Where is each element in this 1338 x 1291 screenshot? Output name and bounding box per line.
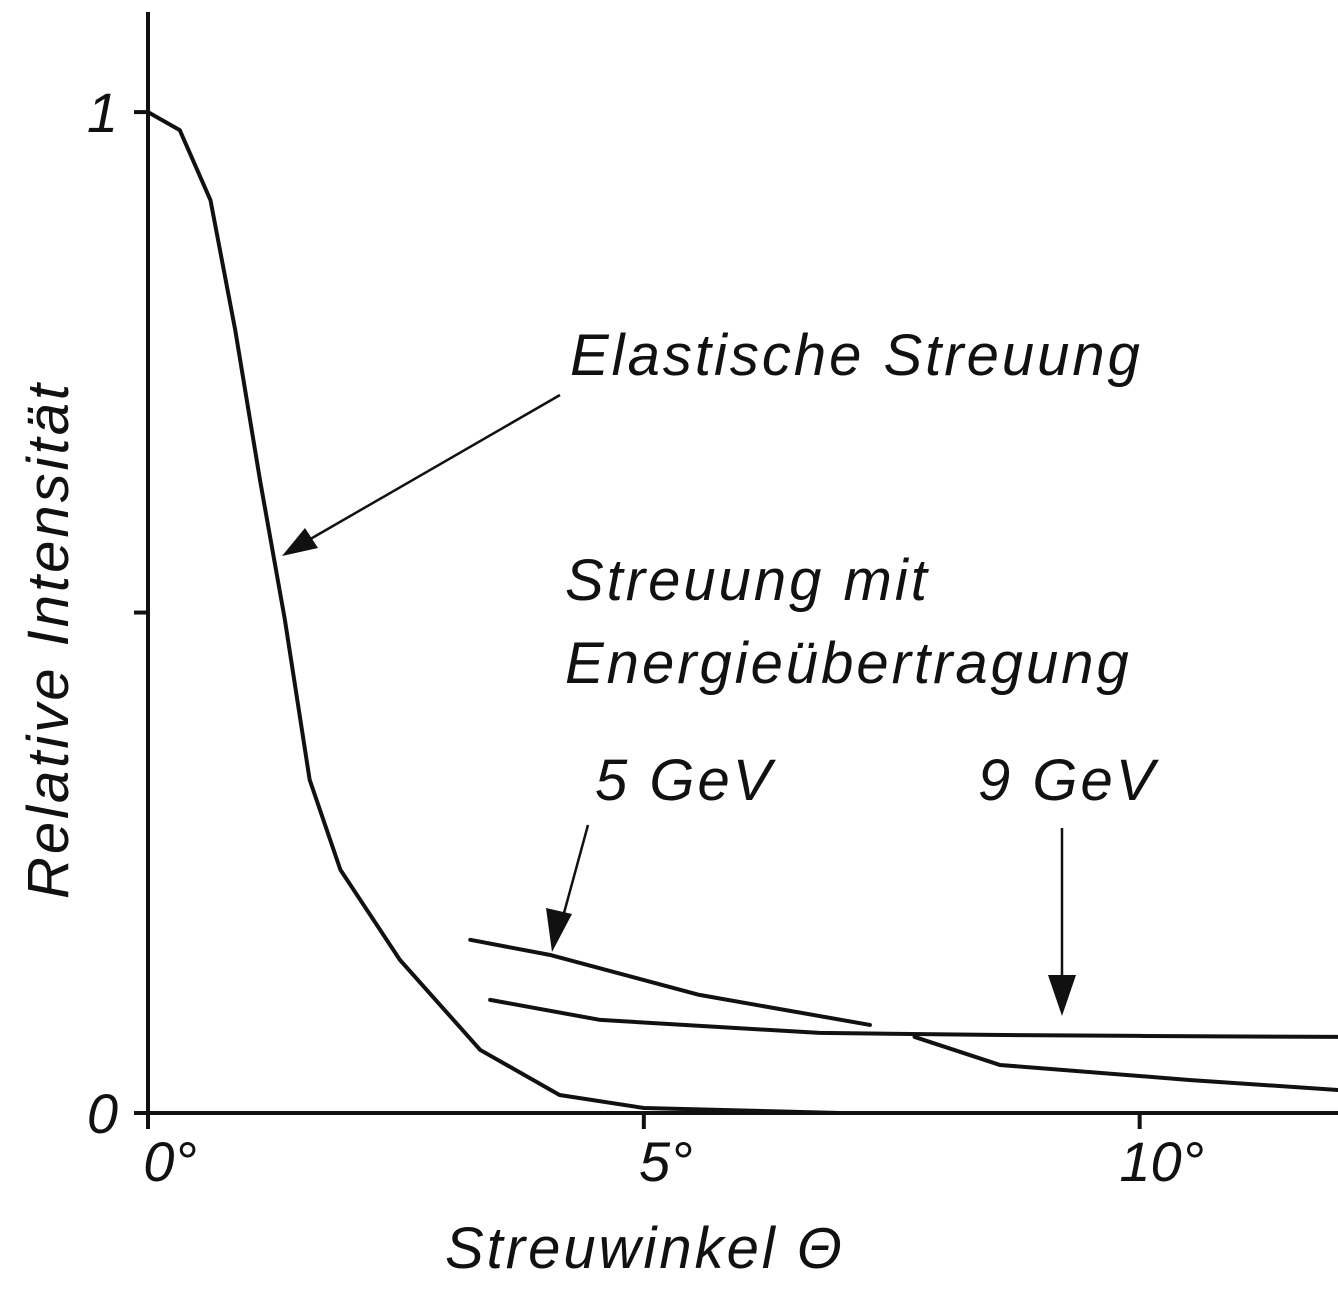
series-label: 9 GeV (978, 748, 1160, 813)
series-line (468, 937, 1338, 1092)
arrowhead (282, 528, 318, 556)
x-tick-label: 10° (1119, 1130, 1204, 1193)
x-tick-label: 5° (639, 1130, 693, 1193)
y-tick-label: 0 (87, 1082, 118, 1145)
annotation: Streuung mit (565, 548, 930, 613)
arrowhead (546, 908, 572, 952)
y-tick-label: 1 (87, 81, 118, 144)
y-axis-label: Relative Intensität (16, 381, 81, 899)
annotation: Energieübertragung (565, 631, 1132, 696)
series-line (488, 997, 1338, 1039)
arrow (299, 393, 561, 547)
x-tick-label: 0° (143, 1130, 197, 1193)
x-axis-label: Streuwinkel Θ (445, 1216, 845, 1281)
series-label: 5 GeV (595, 748, 777, 813)
arrows (282, 393, 1076, 1016)
series-label: Elastische Streuung (570, 323, 1143, 388)
arrowhead (1048, 975, 1076, 1016)
series-line (146, 110, 843, 1115)
